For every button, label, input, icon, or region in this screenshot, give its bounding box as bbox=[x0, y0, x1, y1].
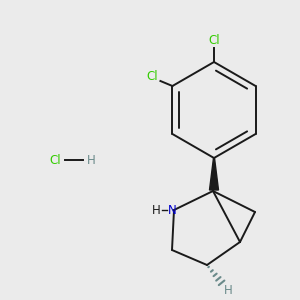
Text: Cl: Cl bbox=[49, 154, 61, 166]
Text: Cl: Cl bbox=[208, 34, 220, 46]
Text: H: H bbox=[87, 154, 95, 166]
Polygon shape bbox=[209, 158, 218, 190]
Text: N: N bbox=[168, 205, 176, 218]
Text: Cl: Cl bbox=[147, 70, 158, 83]
Text: H: H bbox=[224, 284, 232, 296]
Text: H: H bbox=[152, 205, 160, 218]
